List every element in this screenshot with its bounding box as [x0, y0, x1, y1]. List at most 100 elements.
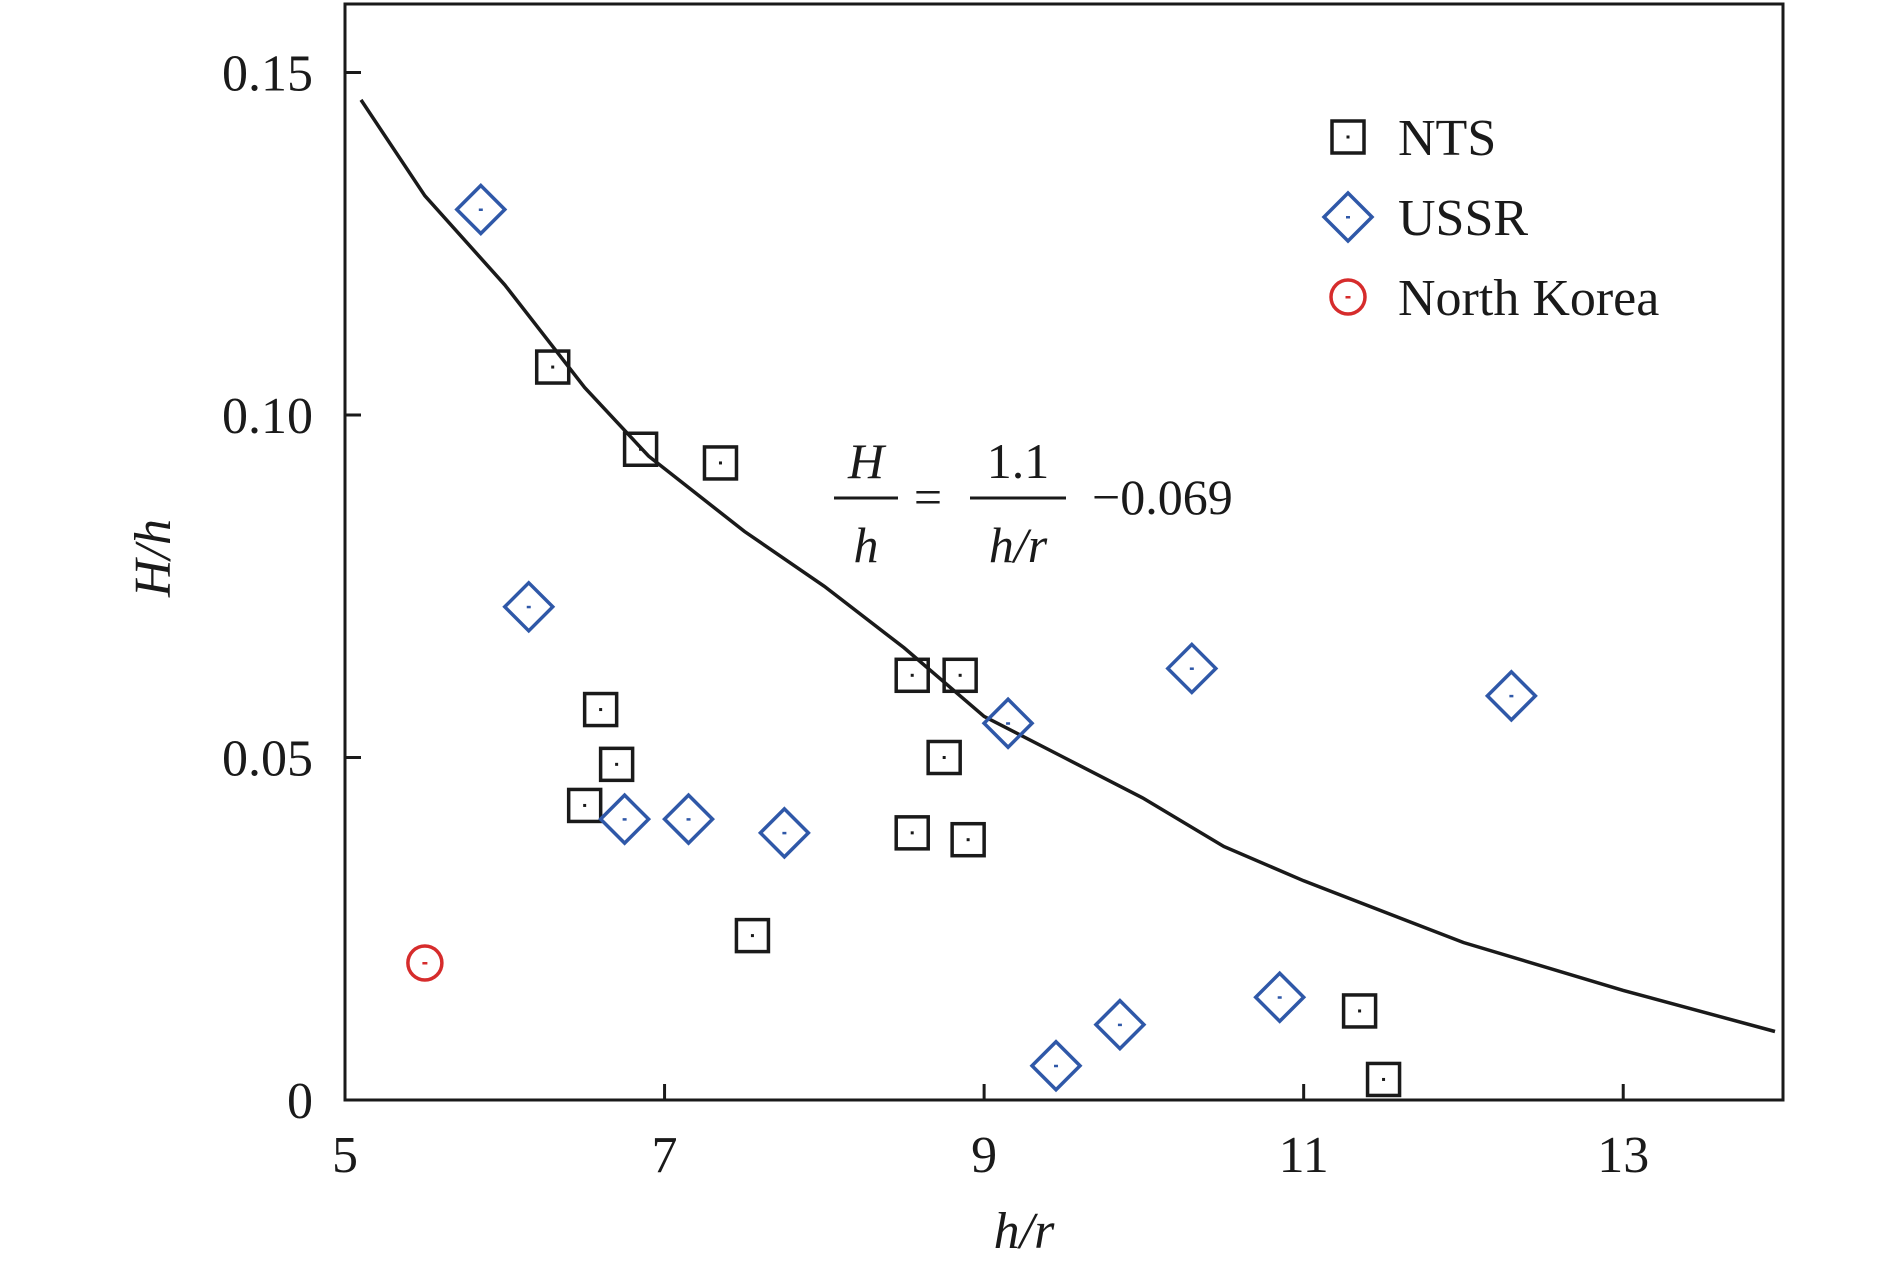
legend-ussr-marker [1321, 190, 1375, 244]
marker-square [734, 917, 771, 954]
marker-center-dot [1117, 1023, 1122, 1027]
marker-square [894, 657, 930, 694]
marker-circle [1329, 278, 1367, 316]
ussr-point [1165, 641, 1219, 695]
marker-center-dot [478, 208, 483, 211]
y-tick-label: 0 [287, 1073, 313, 1130]
marker-circle [406, 944, 444, 982]
marker-center-dot [686, 818, 691, 821]
marker-square [702, 445, 739, 481]
marker-diamond [454, 183, 508, 236]
marker-center-dot [639, 447, 643, 451]
marker-center-dot [583, 803, 587, 807]
marker-center-dot [622, 818, 627, 821]
marker-center-dot [526, 605, 531, 609]
nts-point [942, 657, 978, 694]
legend-ussr-label: USSR [1398, 190, 1528, 247]
marker-diamond [1029, 1039, 1083, 1093]
marker-square [942, 657, 978, 694]
marker-center-dot [750, 934, 754, 938]
fit-curve-layer [359, 98, 1776, 1034]
north-korea-point [406, 944, 444, 982]
marker-center-dot [1054, 1064, 1059, 1068]
marker-center-dot [1346, 216, 1350, 219]
equation-rhs-denominator: h/r [989, 517, 1048, 573]
marker-diamond [1484, 669, 1538, 723]
marker-square [894, 815, 930, 851]
y-tick-label: 0.15 [222, 46, 313, 103]
marker-center-dot [782, 831, 787, 835]
marker-center-dot [966, 838, 970, 842]
legend-nts-label: NTS [1398, 110, 1496, 167]
x-tick-label: 7 [652, 1127, 678, 1184]
marker-center-dot [718, 461, 722, 465]
marker-diamond [502, 580, 556, 634]
x-tick-label: 5 [332, 1127, 358, 1184]
fit-curve-line [359, 98, 1776, 1034]
x-axis-title: h/r [994, 1203, 1055, 1260]
axis-ticks: 5 7 9 11 13 0 0.05 0.10 0.15 [222, 46, 1649, 1185]
marker-diamond [757, 806, 811, 860]
marker-diamond [1321, 190, 1375, 244]
equation-lhs-numerator: H [847, 433, 887, 489]
marker-diamond [1253, 970, 1307, 1024]
marker-center-dot [1277, 996, 1282, 999]
nts-point [534, 349, 571, 385]
marker-diamond [1093, 998, 1147, 1052]
marker-square [950, 821, 986, 858]
marker-square [926, 739, 962, 776]
ussr-point [598, 792, 652, 846]
marker-square [534, 349, 571, 385]
nts-point [926, 739, 962, 776]
x-tick-label: 11 [1279, 1127, 1329, 1184]
legend-north-korea-label: North Korea [1398, 270, 1659, 327]
marker-center-dot [910, 673, 914, 677]
equation-lhs-denominator: h [854, 517, 879, 573]
equation-constant: −0.069 [1092, 469, 1233, 525]
marker-square [622, 431, 659, 467]
marker-diamond [662, 792, 715, 846]
ussr-point [454, 183, 508, 236]
marker-square [582, 691, 619, 728]
ussr-point [1484, 669, 1538, 723]
nts-point [734, 917, 771, 954]
nts-point [894, 815, 930, 851]
marker-diamond [981, 696, 1035, 750]
marker-center-dot [942, 756, 946, 759]
legend-north-korea-marker [1329, 278, 1367, 316]
nts-point [582, 691, 619, 728]
data-points [406, 183, 1538, 1098]
marker-square [598, 746, 635, 783]
marker-center-dot [1006, 722, 1011, 725]
ussr-point [502, 580, 556, 634]
nts-point [894, 657, 930, 694]
marker-center-dot [422, 962, 428, 965]
nts-point [1365, 1061, 1402, 1098]
marker-center-dot [599, 708, 603, 712]
marker-center-dot [1189, 667, 1194, 670]
legend-nts-marker [1330, 119, 1366, 155]
marker-square [1365, 1061, 1402, 1098]
marker-center-dot [958, 673, 962, 677]
fit-equation: H h = 1.1 h/r −0.069 [834, 433, 1233, 573]
y-tick-label: 0.05 [222, 731, 313, 788]
plot-frame [343, 2, 1785, 1102]
ussr-point [1093, 998, 1147, 1052]
marker-center-dot [1509, 694, 1514, 698]
equation-rhs-numerator: 1.1 [987, 433, 1050, 489]
ussr-point [1253, 970, 1307, 1024]
x-tick-label: 13 [1597, 1127, 1649, 1184]
nts-point [622, 431, 659, 467]
y-tick-label: 0.10 [222, 388, 313, 445]
marker-center-dot [910, 831, 914, 835]
ussr-point [1029, 1039, 1083, 1093]
nts-point [702, 445, 739, 481]
ussr-point [757, 806, 811, 860]
nts-point [1341, 993, 1378, 1029]
marker-center-dot [1346, 135, 1350, 139]
marker-diamond [1165, 641, 1219, 695]
marker-square [1330, 119, 1366, 155]
marker-square [1341, 993, 1378, 1029]
marker-square [566, 787, 603, 824]
